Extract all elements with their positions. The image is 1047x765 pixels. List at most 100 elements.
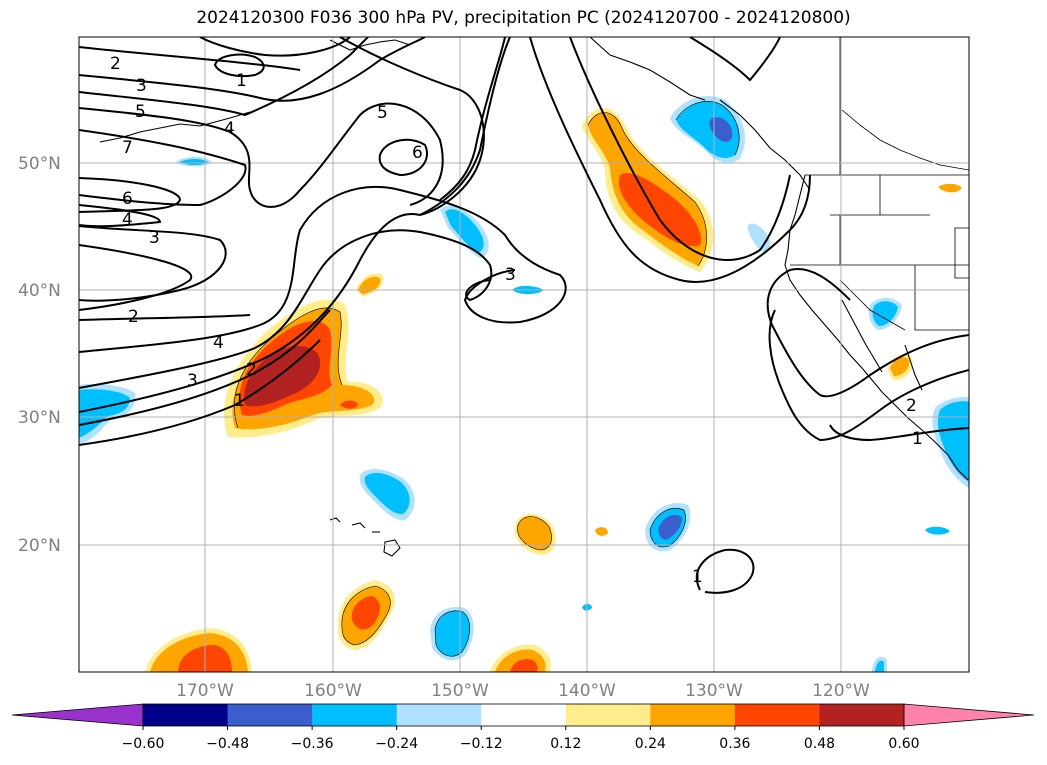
contour-label: 4 <box>224 119 235 139</box>
colorbar-extend-low <box>11 703 144 727</box>
precip-positive-blob <box>244 346 321 407</box>
lat-label: 40°N <box>18 281 61 301</box>
lon-label: 160°W <box>304 681 362 701</box>
precip-outline <box>675 101 740 156</box>
precip-positive-blob <box>595 527 608 536</box>
contour-label: 4 <box>122 210 133 230</box>
pv-contour <box>79 213 421 413</box>
precip-negative-blob <box>79 389 130 438</box>
colorbar-swatch <box>565 704 651 726</box>
pv-contour <box>569 37 791 261</box>
coastline <box>383 539 401 557</box>
coastline <box>719 99 811 191</box>
precip-outlines <box>234 101 740 657</box>
pv-contour <box>79 102 444 208</box>
coastline <box>784 174 969 481</box>
pv-contour <box>213 53 265 78</box>
colorbar-tick-label: −0.48 <box>206 736 249 752</box>
pv-contour <box>829 424 969 442</box>
precip-negative-blob <box>364 472 410 515</box>
border-line <box>914 265 969 331</box>
lat-label: 30°N <box>18 408 61 428</box>
lon-label: 130°W <box>685 681 743 701</box>
contour-label: 5 <box>377 103 388 123</box>
graticule <box>79 37 969 672</box>
precip-negative-blob <box>676 101 740 159</box>
colorbar-tick-label: −0.24 <box>375 736 418 752</box>
lat-label: 20°N <box>18 536 61 556</box>
pv-contour <box>79 244 193 311</box>
precip-positive-blob <box>510 659 538 672</box>
colorbar-swatch <box>650 704 736 726</box>
pv-contour <box>695 548 755 594</box>
contour-label: 3 <box>505 265 516 285</box>
precip-negative-blob <box>658 514 682 540</box>
precip-positive-blob <box>517 516 552 550</box>
lat-label: 50°N <box>18 154 61 174</box>
contour-label: 2 <box>246 360 257 380</box>
contour-label: 6 <box>122 189 133 209</box>
pv-contour <box>768 309 969 442</box>
colorbar-tick-label: 0.36 <box>719 736 750 752</box>
precip-negative-blob <box>435 610 470 657</box>
contour-label: 2 <box>128 307 139 327</box>
precip-outline <box>234 307 343 429</box>
border-line <box>841 109 969 171</box>
lon-label: 140°W <box>558 681 616 701</box>
contour-label: 5 <box>135 102 146 122</box>
longitude-labels: 170°W 160°W 150°W 140°W 130°W 120°W <box>176 681 870 701</box>
pv-contour <box>79 225 227 302</box>
colorbar-swatch <box>396 704 482 726</box>
precip-positive-blob <box>938 183 962 193</box>
pv-contour <box>79 309 331 426</box>
precip-negative-blob <box>709 117 733 142</box>
pv-contour <box>439 37 506 201</box>
contour-label: 1 <box>234 391 245 411</box>
pv-contour <box>378 138 428 177</box>
map-title: 2024120300 F036 300 hPa PV, precipitatio… <box>196 8 851 28</box>
precip-negative-blob <box>937 401 969 482</box>
precip-outline <box>649 508 686 548</box>
contour-label: 3 <box>149 228 160 248</box>
contour-label: 1 <box>236 71 247 91</box>
contour-label: 7 <box>122 138 133 158</box>
contour-label: 3 <box>136 76 147 96</box>
pv-contour <box>79 339 321 446</box>
precip-shading <box>79 96 969 672</box>
pv-contour <box>529 37 811 283</box>
contour-label: 2 <box>110 54 121 74</box>
coastline <box>351 522 366 529</box>
contour-label: 1 <box>912 429 923 449</box>
coastline <box>329 517 341 523</box>
pv-contour <box>79 37 426 102</box>
contour-label: 6 <box>412 143 423 163</box>
colorbar-tick-label: 0.48 <box>804 736 835 752</box>
pv-contour <box>79 204 162 228</box>
pv-contour <box>419 37 511 216</box>
precip-outline <box>517 516 552 551</box>
colorbar-tick-label: 0.60 <box>888 736 919 752</box>
latitude-labels: 50°N 40°N 30°N 20°N <box>18 154 61 556</box>
political-borders <box>790 37 969 331</box>
map-background <box>79 37 969 672</box>
coastline <box>329 39 411 51</box>
precip-positive-blob <box>351 596 380 630</box>
pv-contour <box>79 186 567 353</box>
contour-label: 1 <box>692 567 703 587</box>
lon-label: 170°W <box>176 681 234 701</box>
precip-negative-blob <box>872 301 898 326</box>
pv-contour <box>766 268 969 398</box>
border-line <box>954 227 969 279</box>
coastline <box>99 111 251 143</box>
pv-contours <box>79 37 969 594</box>
colorbar-swatch <box>227 704 313 726</box>
pv-contour <box>79 129 247 207</box>
colorbar-extend-high <box>903 703 1035 727</box>
precip-negative-blob <box>925 526 950 535</box>
pv-contour-labels: 2 3 5 7 6 4 3 2 4 3 2 1 1 4 5 6 3 1 2 1 <box>110 54 923 587</box>
colorbar-swatch <box>734 704 820 726</box>
colorbar-tick-label: −0.12 <box>460 736 503 752</box>
colorbar-swatch <box>312 704 398 726</box>
coastline <box>589 37 706 101</box>
